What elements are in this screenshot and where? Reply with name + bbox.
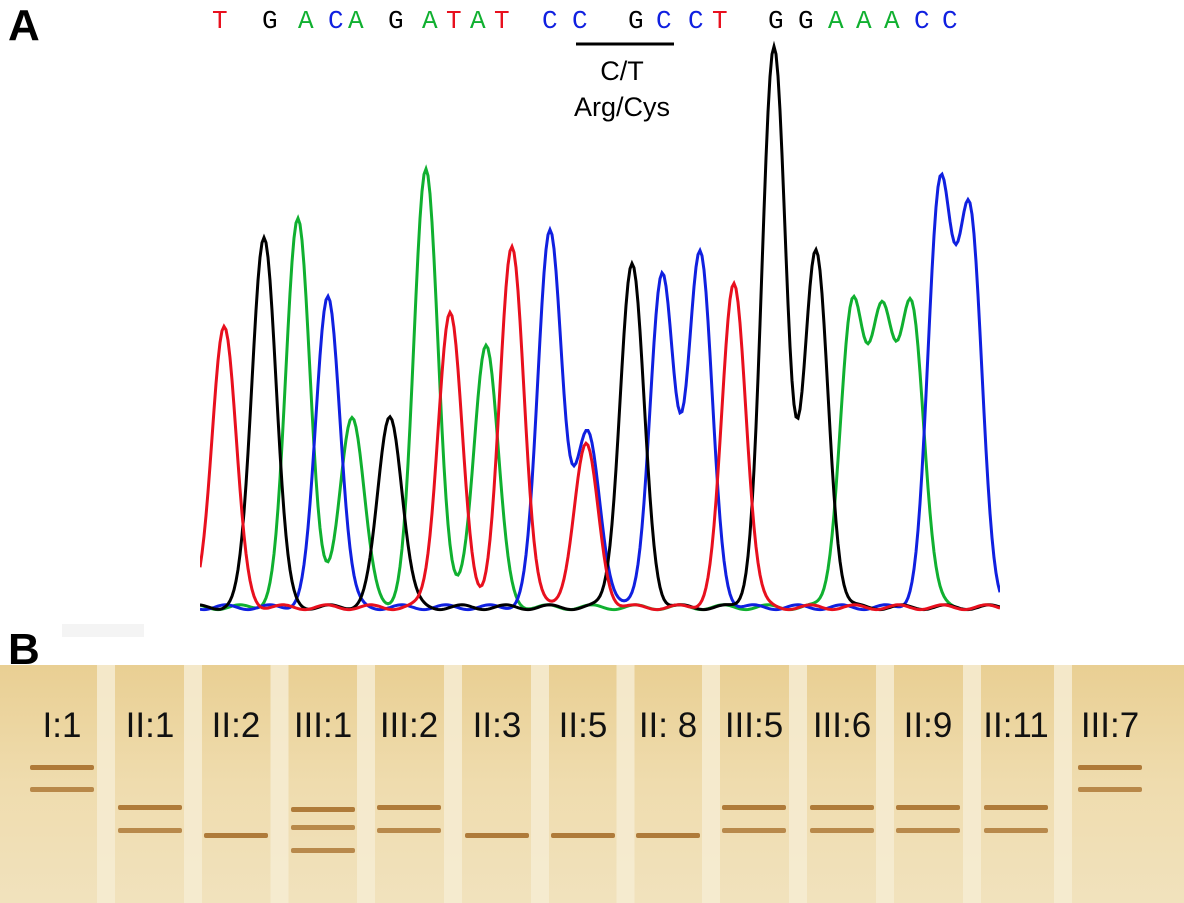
lane-gap [270, 665, 289, 903]
trace-T [200, 242, 1000, 612]
base-call: A [856, 6, 872, 36]
lane-label: III:2 [379, 706, 439, 745]
panel-b-label: B [8, 625, 40, 674]
base-call: A [422, 6, 438, 36]
amino-acid-change-label: Arg/Cys [573, 92, 671, 122]
base-call: G [768, 6, 784, 36]
gel-band [204, 833, 268, 838]
lane-gap [1054, 665, 1072, 903]
gel-band [291, 807, 355, 812]
gel-band [896, 828, 960, 833]
lane-gap [531, 665, 549, 903]
lane-gap [789, 665, 807, 903]
trace-A [200, 164, 1000, 612]
lane-label: III:6 [812, 706, 872, 745]
lane-label: II:9 [903, 706, 953, 745]
gel-band [636, 833, 700, 838]
base-call: G [262, 6, 278, 36]
base-call: G [628, 6, 644, 36]
gel-band [118, 805, 182, 810]
gel-band [465, 833, 529, 838]
gel-band [722, 828, 786, 833]
base-call: A [828, 6, 844, 36]
base-call: C [942, 6, 958, 36]
base-call: A [298, 6, 314, 36]
lane-gap [97, 665, 115, 903]
base-call: T [446, 6, 462, 36]
lane-label: III:5 [724, 706, 784, 745]
chromatogram-traces [200, 40, 1000, 612]
lane-gap [616, 665, 635, 903]
lane-label: III:7 [1080, 706, 1140, 745]
lane-gap [876, 665, 894, 903]
lane-gap [963, 665, 981, 903]
gel-band [377, 805, 441, 810]
base-call: G [798, 6, 814, 36]
gel-background [0, 665, 1184, 903]
base-call: A [470, 6, 486, 36]
gel-band [118, 828, 182, 833]
gel-band [984, 828, 1048, 833]
lane-label: II:2 [211, 706, 261, 745]
base-call: A [348, 6, 364, 36]
lane-label: II:3 [472, 706, 522, 745]
lane-separators [97, 665, 1072, 903]
scale-bar [62, 624, 144, 637]
base-call: G [388, 6, 404, 36]
lane-label: III:1 [293, 706, 353, 745]
base-call: T [712, 6, 728, 36]
lane-label: I:1 [42, 706, 82, 745]
trace-C [200, 171, 1000, 612]
base-call: C [688, 6, 704, 36]
lane-label: II: 8 [638, 706, 698, 745]
lane-label: II:11 [983, 706, 1049, 745]
panel-a-label: A [8, 1, 40, 50]
base-call: A [884, 6, 900, 36]
gel-band [30, 787, 94, 792]
gel-band [810, 805, 874, 810]
sscp-gel-image [0, 665, 1184, 903]
mutation-label: C/T [600, 56, 644, 86]
gel-band [810, 828, 874, 833]
gel-band [30, 765, 94, 770]
base-call: C [572, 6, 588, 36]
lane-label: II:1 [125, 706, 175, 745]
gel-band [291, 848, 355, 853]
gel-band [291, 825, 355, 830]
gel-bands [30, 765, 1142, 853]
gel-band [984, 805, 1048, 810]
gel-band [551, 833, 615, 838]
lane-gap [357, 665, 375, 903]
lane-gap [184, 665, 202, 903]
lane-gap [702, 665, 720, 903]
base-call: C [656, 6, 672, 36]
lane-gap [444, 665, 462, 903]
gel-band [896, 805, 960, 810]
gel-band [377, 828, 441, 833]
base-call: C [328, 6, 344, 36]
base-call: T [212, 6, 228, 36]
gel-band [722, 805, 786, 810]
base-call: T [494, 6, 510, 36]
base-call: C [542, 6, 558, 36]
base-call: C [914, 6, 930, 36]
lane-label: II:5 [558, 706, 608, 745]
gel-band [1078, 765, 1142, 770]
gel-band [1078, 787, 1142, 792]
